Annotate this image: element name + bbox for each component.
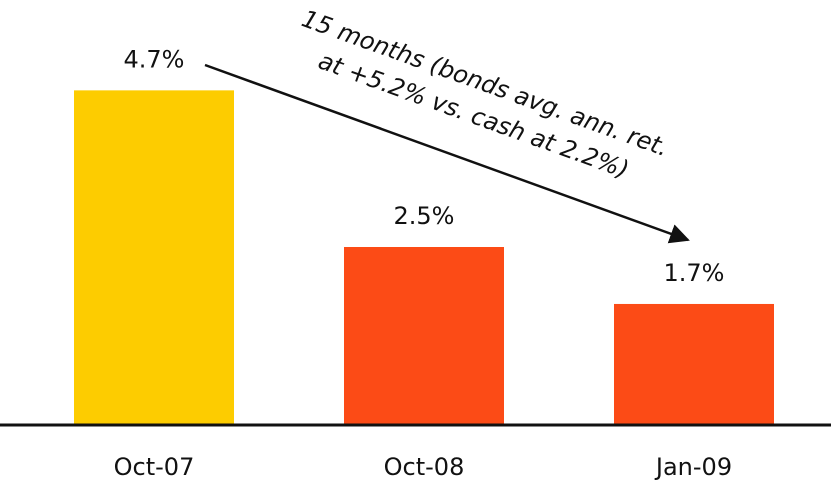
value-label: 4.7% — [124, 45, 185, 73]
bar — [614, 303, 774, 425]
arrow — [204, 63, 690, 244]
bar — [344, 247, 504, 425]
x-tick-label: Oct-08 — [384, 453, 465, 481]
x-tick-label: Jan-09 — [654, 453, 732, 481]
x-tick-label: Oct-07 — [114, 453, 195, 481]
value-label: 1.7% — [664, 259, 725, 287]
value-label: 2.5% — [394, 202, 455, 230]
bar — [74, 90, 234, 426]
